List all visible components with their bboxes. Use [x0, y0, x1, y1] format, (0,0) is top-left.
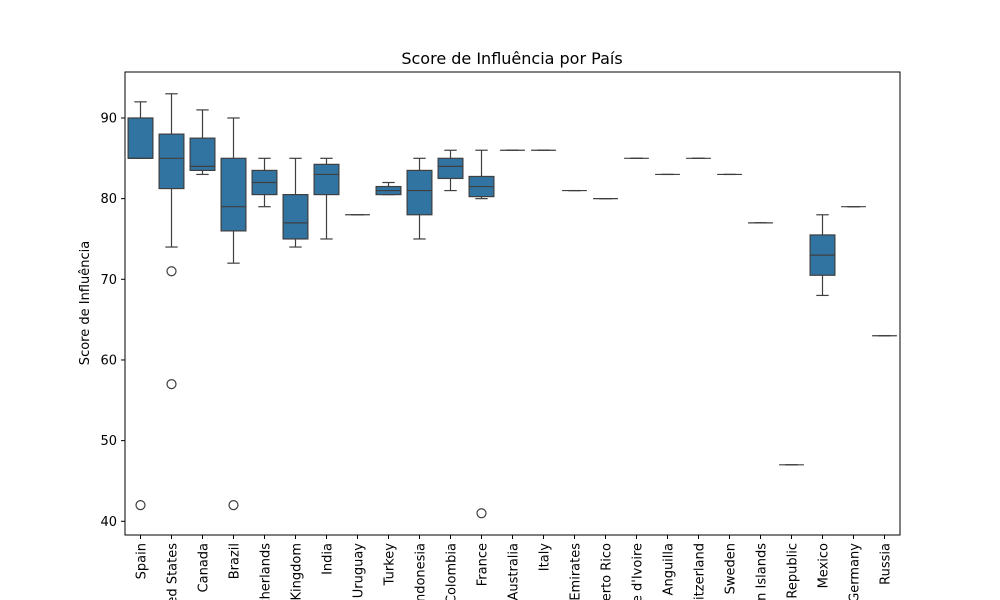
y-axis-label: Score de Influência: [78, 241, 93, 365]
x-tick-label: Canada: [197, 543, 212, 592]
outlier: [166, 266, 177, 277]
x-tick-label: Spain: [135, 543, 150, 579]
x-tick-label: Puerto Rico: [600, 543, 615, 600]
y-tick-label: 40: [100, 515, 117, 530]
box: [189, 137, 216, 172]
x-tick-label: Italy: [538, 543, 553, 572]
box: [158, 133, 185, 190]
x-tick-label: India: [321, 543, 336, 575]
x-tick-label: Uruguay: [352, 543, 367, 599]
box: [282, 194, 309, 240]
box: [406, 169, 433, 216]
x-tick-label: Netherlands: [259, 543, 274, 600]
plot-frame: [124, 71, 901, 536]
outlier: [166, 379, 177, 390]
chart-title: Score de Influência por País: [401, 49, 622, 68]
outlier: [135, 500, 146, 511]
box: [313, 163, 340, 196]
x-tick-label: Sweden: [724, 543, 739, 594]
y-tick-label: 80: [100, 192, 117, 207]
x-tick-label: Colombia: [445, 543, 460, 600]
x-tick-label: Germany: [848, 543, 863, 600]
box: [437, 157, 464, 180]
x-tick-label: Indonesia: [414, 543, 429, 600]
x-tick-label: Switzerland: [693, 543, 708, 600]
x-tick-label: United Arab Emirates: [569, 543, 584, 600]
x-tick-label: Mexico: [817, 543, 832, 588]
y-tick-label: 50: [100, 434, 117, 449]
x-tick-label: Cayman Islands: [755, 543, 770, 600]
x-tick-label: Anguilla: [662, 543, 677, 595]
y-tick-label: 70: [100, 273, 117, 288]
x-tick-label: Brazil: [228, 543, 243, 579]
outlier: [228, 500, 239, 511]
x-tick-label: France: [476, 543, 491, 586]
x-tick-label: Turkey: [383, 543, 398, 587]
box: [220, 157, 247, 232]
x-tick-label: United States: [166, 543, 181, 600]
x-tick-label: United Kingdom: [290, 543, 305, 600]
x-tick-label: Dominican Republic: [786, 543, 801, 600]
box: [127, 117, 154, 159]
x-tick-label: Côte d'Ivoire: [631, 543, 646, 600]
outlier: [476, 508, 487, 519]
y-tick-label: 60: [100, 353, 117, 368]
x-tick-label: Australia: [507, 543, 522, 600]
x-tick-label: Russia: [879, 543, 894, 585]
y-tick-label: 90: [100, 111, 117, 126]
